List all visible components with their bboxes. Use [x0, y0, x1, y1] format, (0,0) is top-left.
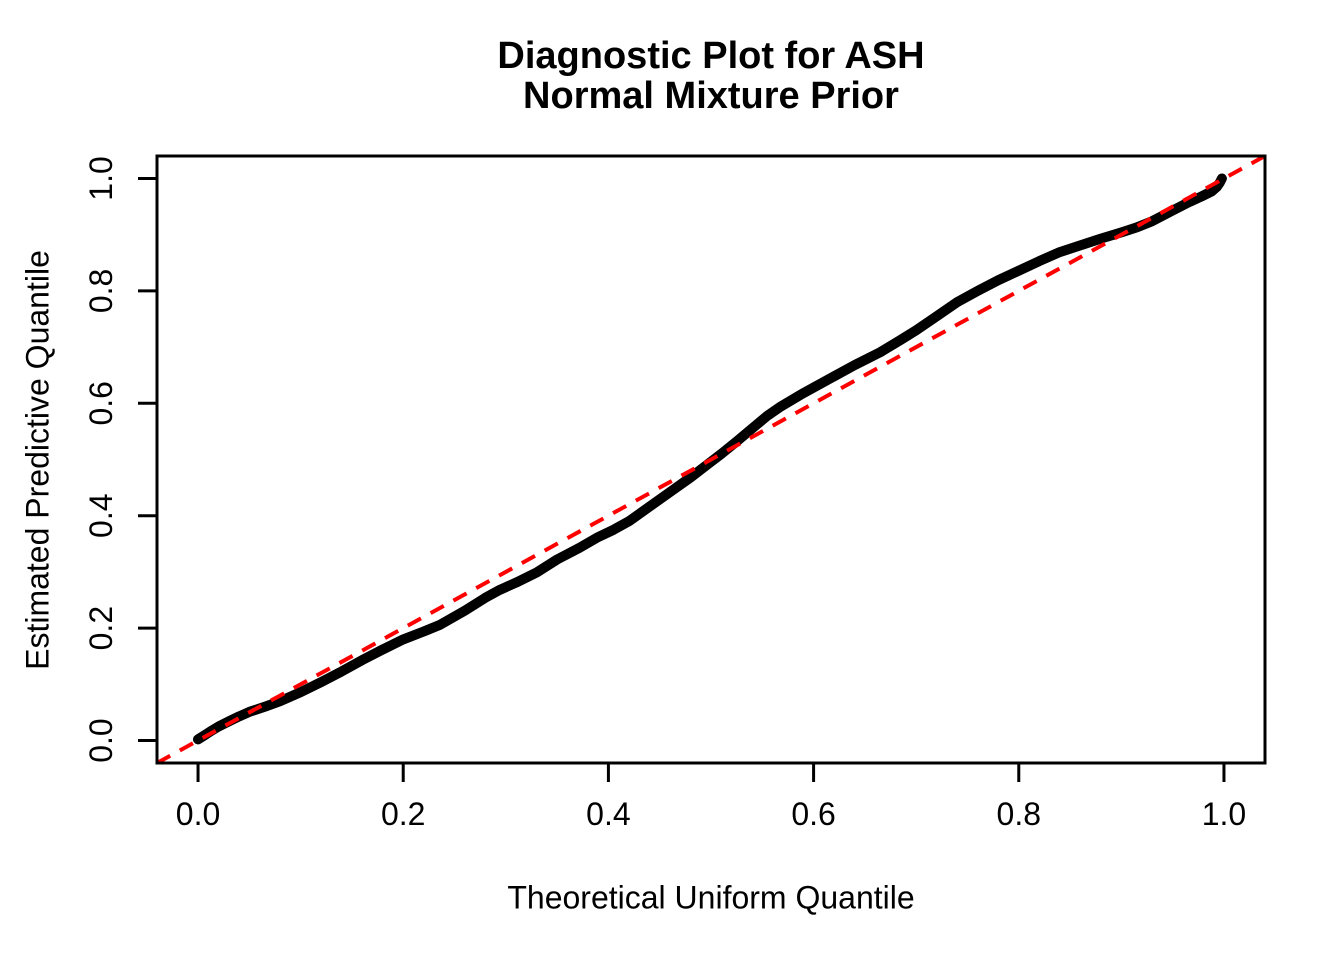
plot-title: Diagnostic Plot for ASH Normal Mixture P… — [497, 36, 924, 116]
identity-reference-line — [157, 156, 1265, 763]
axis-ticks: 0.0 0.2 0.4 0.6 0.8 1.0 0.0 0.2 0.4 0.6 0.8 1.0 — [83, 156, 1246, 832]
x-axis-title: Theoretical Uniform Quantile — [507, 879, 915, 916]
x-tick-label: 0.8 — [997, 796, 1041, 832]
y-tick-label: 0.2 — [83, 606, 119, 650]
y-tick-label: 0.4 — [83, 493, 119, 537]
y-tick-label: 0.0 — [83, 718, 119, 762]
x-tick-label: 0.4 — [586, 796, 630, 832]
x-tick-label: 0.0 — [176, 796, 220, 832]
x-tick-label: 0.6 — [791, 796, 835, 832]
y-tick-label: 0.6 — [83, 381, 119, 425]
y-axis-title: Estimated Predictive Quantile — [19, 250, 56, 670]
x-tick-label: 1.0 — [1202, 796, 1246, 832]
plot-title-line2: Normal Mixture Prior — [523, 75, 899, 117]
y-tick-label: 0.8 — [83, 269, 119, 313]
plot-border — [155, 154, 1267, 765]
y-tick-label: 1.0 — [83, 156, 119, 200]
plot-title-line1: Diagnostic Plot for ASH — [497, 35, 925, 77]
x-tick-label: 0.2 — [381, 796, 425, 832]
